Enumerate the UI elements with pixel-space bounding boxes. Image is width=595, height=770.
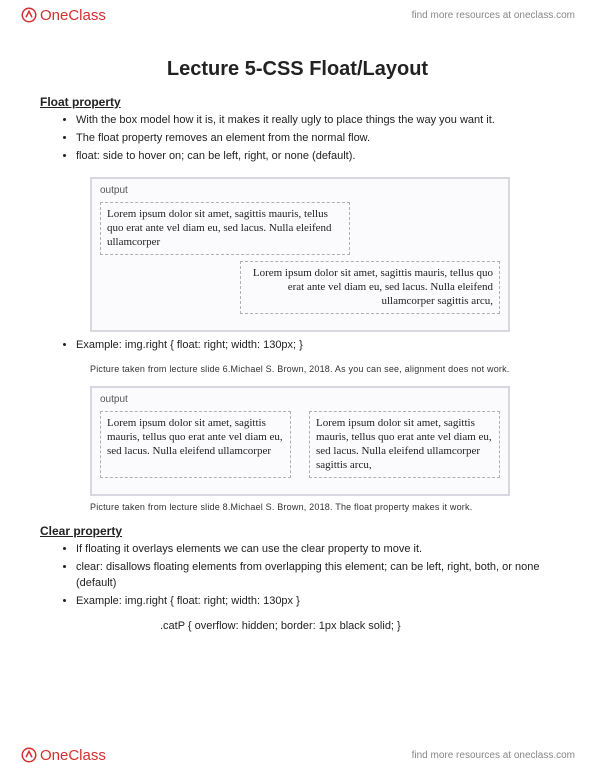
float-bullet-2: The float property removes an element fr… xyxy=(76,131,555,147)
tagline-top: find more resources at oneclass.com xyxy=(412,10,575,21)
float-bullet-3: float: side to hover on; can be left, ri… xyxy=(76,149,555,165)
clear-subline: .catP { overflow: hidden; border: 1px bl… xyxy=(160,619,555,635)
page-content: Lecture 5-CSS Float/Layout Float propert… xyxy=(0,30,595,675)
clear-bullet-1: If floating it overlays elements we can … xyxy=(76,542,555,558)
brand-name: OneClass xyxy=(40,7,106,24)
figure-2: output Lorem ipsum dolor sit amet, sagit… xyxy=(90,386,510,496)
brand-logo-bottom: OneClass xyxy=(20,746,106,764)
figure-2-label: output xyxy=(100,394,500,405)
bottom-bar: OneClass find more resources at oneclass… xyxy=(0,740,595,770)
logo-icon-bottom xyxy=(20,746,38,764)
clear-heading: Clear property xyxy=(40,524,555,538)
tagline-bottom: find more resources at oneclass.com xyxy=(412,750,575,761)
top-bar: OneClass find more resources at oneclass… xyxy=(0,0,595,30)
figure-1-caption: Picture taken from lecture slide 6.Micha… xyxy=(90,364,555,374)
clear-bullet-3: Example: img.right { float: right; width… xyxy=(76,594,555,610)
float-heading: Float property xyxy=(40,95,555,109)
figure-1: output Lorem ipsum dolor sit amet, sagit… xyxy=(90,177,510,332)
brand-logo: OneClass xyxy=(20,6,106,24)
float-bullets: With the box model how it is, it makes i… xyxy=(40,113,555,165)
figure-2-caption: Picture taken from lecture slide 8.Micha… xyxy=(90,502,555,512)
clear-bullets: If floating it overlays elements we can … xyxy=(40,542,555,610)
page-title: Lecture 5-CSS Float/Layout xyxy=(40,58,555,81)
figure-2-para-a: Lorem ipsum dolor sit amet, sagittis mau… xyxy=(100,411,291,478)
clear-bullet-2: clear: disallows floating elements from … xyxy=(76,560,555,592)
figure-1-para-left: Lorem ipsum dolor sit amet, sagittis mau… xyxy=(100,202,350,255)
logo-icon xyxy=(20,6,38,24)
figure-2-para-b: Lorem ipsum dolor sit amet, sagittis mau… xyxy=(309,411,500,478)
float-example: Example: img.right { float: right; width… xyxy=(76,338,555,354)
float-bullet-1: With the box model how it is, it makes i… xyxy=(76,113,555,129)
brand-name-bottom: OneClass xyxy=(40,747,106,764)
float-example-list: Example: img.right { float: right; width… xyxy=(40,338,555,354)
figure-1-label: output xyxy=(100,185,500,196)
figure-1-para-right: Lorem ipsum dolor sit amet, sagittis mau… xyxy=(240,261,500,314)
